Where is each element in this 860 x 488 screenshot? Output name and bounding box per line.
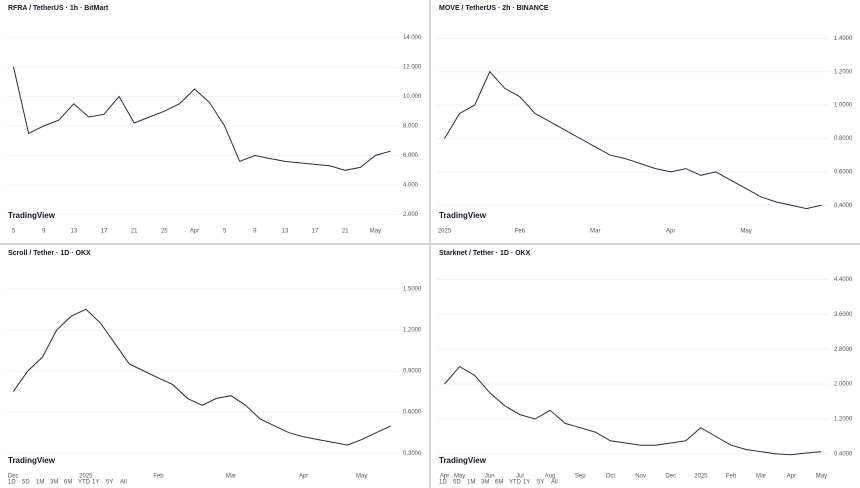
x-tick-label: May	[370, 229, 381, 235]
y-tick-label: 1.5000	[403, 286, 422, 292]
range-button[interactable]: 5D	[22, 480, 30, 486]
x-tick-label: Nov	[635, 474, 646, 480]
y-tick-label: 0.4000	[834, 203, 853, 209]
range-button[interactable]: 1D	[8, 480, 16, 486]
y-tick-label: 4.000	[403, 183, 419, 189]
chart-title: Scroll / Tether · 1D · OKX	[8, 250, 91, 257]
range-button[interactable]: All	[120, 480, 127, 486]
x-tick-label: 13	[282, 229, 289, 235]
x-tick-label: Apr	[787, 474, 796, 480]
x-tick-label: Aug	[545, 474, 556, 480]
x-tick-label: Feb	[726, 474, 737, 480]
range-button[interactable]: All	[551, 480, 558, 486]
range-button[interactable]: 6M	[495, 480, 503, 486]
y-tick-label: 1.4000	[834, 36, 853, 42]
x-tick-label: 25	[161, 229, 168, 235]
x-tick-label: 9	[253, 229, 257, 235]
range-button[interactable]: YTD	[78, 480, 91, 486]
range-button[interactable]: 5D	[453, 480, 461, 486]
x-tick-label: Jun	[485, 474, 495, 480]
range-button[interactable]: 1M	[467, 480, 475, 486]
x-tick-label: 5	[223, 229, 227, 235]
x-tick-label: 21	[131, 229, 138, 235]
x-tick-label: Mar	[590, 229, 600, 235]
y-tick-label: 14.000	[403, 35, 422, 41]
x-tick-label: Feb	[153, 474, 164, 480]
y-tick-label: 2.0000	[834, 382, 853, 388]
x-tick-label: 13	[71, 229, 78, 235]
y-tick-label: 0.6000	[403, 410, 422, 416]
range-button[interactable]: 1D	[439, 480, 447, 486]
y-tick-label: 4.4000	[834, 277, 853, 283]
price-line	[13, 66, 391, 171]
x-tick-label: 2025	[79, 474, 93, 480]
chart-title: RFRA / TetherUS · 1h · BitMart	[8, 5, 109, 12]
x-tick-label: 17	[101, 229, 108, 235]
y-tick-label: 0.6000	[834, 169, 853, 175]
y-tick-label: 1.2000	[834, 69, 853, 75]
x-tick-label: Feb	[515, 229, 526, 235]
x-tick-label: Dec	[665, 474, 676, 480]
brand-logo: TradingView	[8, 456, 56, 465]
x-tick-label: Apr	[190, 229, 199, 235]
brand-logo: TradingView	[439, 211, 487, 220]
range-button[interactable]: 5Y	[106, 480, 113, 486]
y-tick-label: 0.9000	[403, 369, 422, 375]
price-line	[444, 365, 822, 456]
x-tick-label: Mar	[756, 474, 766, 480]
x-tick-label: 2025	[694, 474, 708, 480]
brand-logo: TradingView	[8, 211, 56, 220]
y-tick-label: 10.000	[403, 94, 422, 100]
y-tick-label: 8.000	[403, 124, 419, 130]
y-tick-label: 12.000	[403, 65, 422, 71]
x-tick-label: Jul	[516, 474, 524, 480]
x-tick-label: Apr	[440, 474, 449, 480]
x-tick-label: 21	[342, 229, 349, 235]
brand-logo: TradingView	[439, 456, 487, 465]
range-button[interactable]: 1M	[36, 480, 44, 486]
range-button[interactable]: 3M	[481, 480, 489, 486]
range-button[interactable]: 5Y	[537, 480, 544, 486]
x-tick-label: May	[740, 229, 751, 235]
y-tick-label: 0.8000	[834, 136, 853, 142]
x-tick-label: 9	[42, 229, 46, 235]
chart-title: Starknet / Tether · 1D · OKX	[439, 250, 531, 257]
x-tick-label: May	[356, 474, 367, 480]
x-tick-label: 5	[12, 229, 16, 235]
price-line	[12, 308, 391, 446]
x-tick-label: Dec	[8, 474, 19, 480]
range-button[interactable]: 1Y	[523, 480, 530, 486]
x-tick-label: 17	[312, 229, 319, 235]
x-tick-label: Sep	[575, 474, 586, 480]
x-tick-label: Mar	[226, 474, 236, 480]
price-line	[444, 70, 822, 210]
y-tick-label: 0.4000	[834, 451, 853, 457]
x-tick-label: Apr	[666, 229, 675, 235]
y-tick-label: 1.2000	[403, 327, 422, 333]
y-tick-label: 2.000	[403, 212, 419, 218]
range-button[interactable]: 1Y	[92, 480, 99, 486]
x-tick-label: May	[816, 474, 827, 480]
y-tick-label: 1.2000	[834, 417, 853, 423]
x-tick-label: Apr	[299, 474, 308, 480]
chart-title: MOVE / TetherUS · 2h · BINANCE	[439, 5, 549, 12]
y-tick-label: 0.3000	[403, 451, 422, 457]
range-button[interactable]: 6M	[64, 480, 72, 486]
y-tick-label: 1.0000	[834, 103, 853, 109]
x-tick-label: 2025	[438, 229, 452, 235]
y-tick-label: 6.000	[403, 153, 419, 159]
x-tick-label: May	[454, 474, 465, 480]
range-button[interactable]: YTD	[509, 480, 522, 486]
x-tick-label: Oct	[606, 474, 616, 480]
range-button[interactable]: 3M	[50, 480, 58, 486]
y-tick-label: 2.8000	[834, 347, 853, 353]
y-tick-label: 3.6000	[834, 312, 853, 318]
